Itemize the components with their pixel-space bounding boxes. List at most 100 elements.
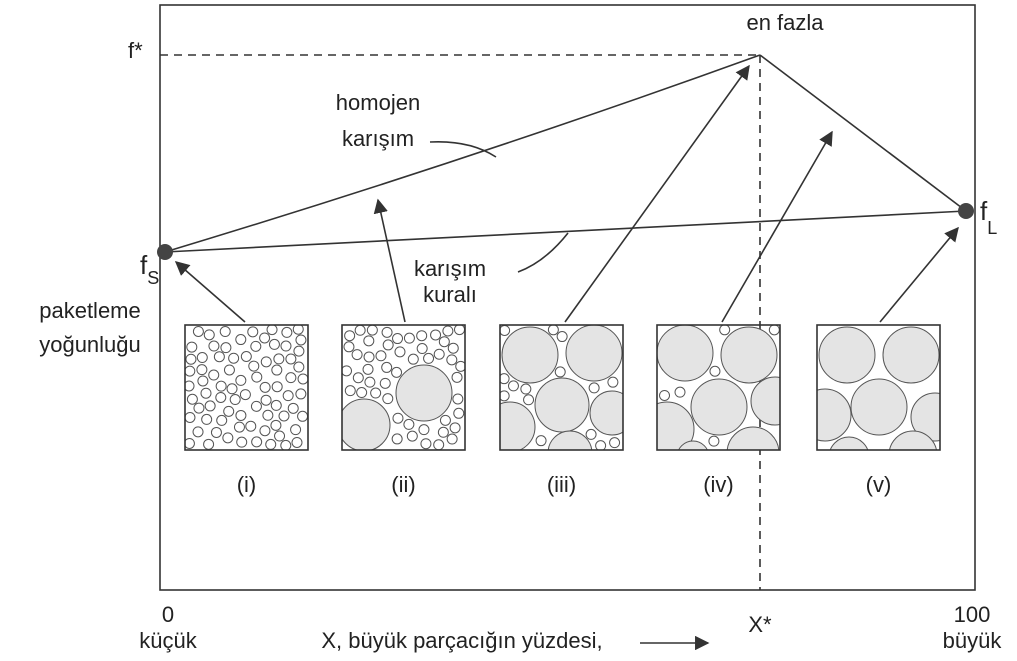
small-particle bbox=[259, 425, 271, 437]
large-particle bbox=[547, 430, 593, 450]
small-particle bbox=[442, 325, 454, 337]
mixture-rule-label: kuralı bbox=[423, 282, 477, 307]
small-particle bbox=[430, 329, 442, 341]
small-particle bbox=[265, 438, 277, 450]
small-particle bbox=[215, 391, 227, 403]
small-particle bbox=[295, 334, 307, 346]
large-particle bbox=[565, 325, 623, 382]
small-particle bbox=[259, 332, 271, 344]
small-particle bbox=[768, 325, 780, 336]
panel-particles bbox=[342, 325, 465, 450]
small-particle bbox=[297, 373, 308, 385]
homogeneous-curve bbox=[164, 54, 761, 253]
small-particle bbox=[595, 440, 607, 450]
small-particle bbox=[262, 409, 274, 421]
packing-density-label: paketleme bbox=[39, 298, 141, 323]
small-particle bbox=[200, 387, 212, 399]
small-particle bbox=[280, 340, 292, 352]
small-particle bbox=[285, 353, 297, 365]
panel-label: (iii) bbox=[547, 472, 576, 497]
small-particle bbox=[251, 371, 263, 383]
small-particle bbox=[281, 326, 293, 338]
small-particle bbox=[271, 381, 283, 393]
fl-label: fL bbox=[980, 196, 997, 238]
x-end-label: büyük bbox=[943, 628, 1003, 653]
small-particle bbox=[271, 364, 283, 376]
small-particle bbox=[235, 409, 247, 421]
small-particle bbox=[364, 376, 376, 388]
small-particle bbox=[433, 348, 445, 360]
small-particle bbox=[452, 393, 464, 405]
small-particle bbox=[196, 352, 208, 364]
x-start-label: küçük bbox=[139, 628, 197, 653]
small-particle bbox=[239, 389, 251, 401]
small-particle bbox=[282, 390, 294, 402]
small-particle bbox=[392, 333, 404, 345]
small-particle bbox=[344, 330, 356, 342]
large-particle bbox=[657, 325, 714, 382]
small-particle bbox=[379, 377, 391, 389]
small-particle bbox=[186, 393, 198, 405]
small-particle bbox=[185, 353, 197, 365]
panel-label: (i) bbox=[237, 472, 257, 497]
small-particle bbox=[352, 372, 364, 384]
small-particle bbox=[293, 361, 305, 373]
small-particle bbox=[260, 394, 272, 406]
small-particle bbox=[391, 366, 403, 378]
small-particle bbox=[186, 341, 198, 353]
small-particle bbox=[203, 438, 215, 450]
x-end: 100 bbox=[954, 602, 991, 627]
small-particle bbox=[381, 361, 393, 373]
small-particle bbox=[382, 393, 394, 405]
small-particle bbox=[280, 439, 292, 450]
large-particle bbox=[818, 326, 876, 384]
small-particle bbox=[607, 376, 619, 388]
small-particle bbox=[403, 418, 415, 430]
small-particle bbox=[449, 422, 461, 434]
small-particle bbox=[403, 332, 415, 344]
fl-symbol: f bbox=[980, 196, 988, 226]
small-particle bbox=[219, 326, 231, 338]
small-particle bbox=[216, 414, 228, 426]
small-particle bbox=[260, 356, 272, 368]
small-particle bbox=[585, 428, 597, 440]
small-particle bbox=[370, 387, 382, 399]
small-particle bbox=[719, 325, 731, 336]
small-particle bbox=[447, 342, 459, 354]
small-particle bbox=[235, 334, 247, 346]
large-particle bbox=[342, 398, 391, 450]
panel-label: (iv) bbox=[703, 472, 734, 497]
large-particle bbox=[829, 436, 869, 450]
arrow bbox=[721, 130, 833, 323]
leader-mixture-rule bbox=[517, 232, 569, 273]
small-particle bbox=[454, 325, 465, 336]
small-particle bbox=[433, 439, 445, 450]
panel-particles bbox=[657, 325, 780, 450]
small-particle bbox=[291, 436, 303, 448]
large-particle bbox=[500, 401, 536, 450]
small-particle bbox=[193, 402, 205, 414]
small-particle bbox=[250, 400, 262, 412]
large-particle bbox=[720, 326, 778, 384]
small-particle bbox=[278, 410, 290, 422]
small-particle bbox=[453, 407, 465, 419]
packing-density-label: yoğunluğu bbox=[39, 332, 141, 357]
small-particle bbox=[446, 354, 458, 366]
small-particle bbox=[500, 373, 510, 385]
small-particle bbox=[290, 424, 302, 436]
small-particle bbox=[392, 412, 404, 424]
small-particle bbox=[356, 387, 368, 399]
panel-particles bbox=[500, 325, 623, 450]
small-particle bbox=[273, 353, 285, 365]
arrows bbox=[174, 64, 959, 323]
small-particle bbox=[240, 351, 252, 363]
small-particle bbox=[674, 386, 686, 398]
small-particle bbox=[423, 352, 435, 364]
arrow bbox=[564, 64, 750, 323]
small-particle bbox=[201, 413, 213, 425]
small-particle bbox=[285, 372, 297, 384]
panel: (iii) bbox=[499, 324, 624, 497]
large-particle bbox=[678, 440, 708, 450]
large-particle bbox=[726, 426, 780, 450]
